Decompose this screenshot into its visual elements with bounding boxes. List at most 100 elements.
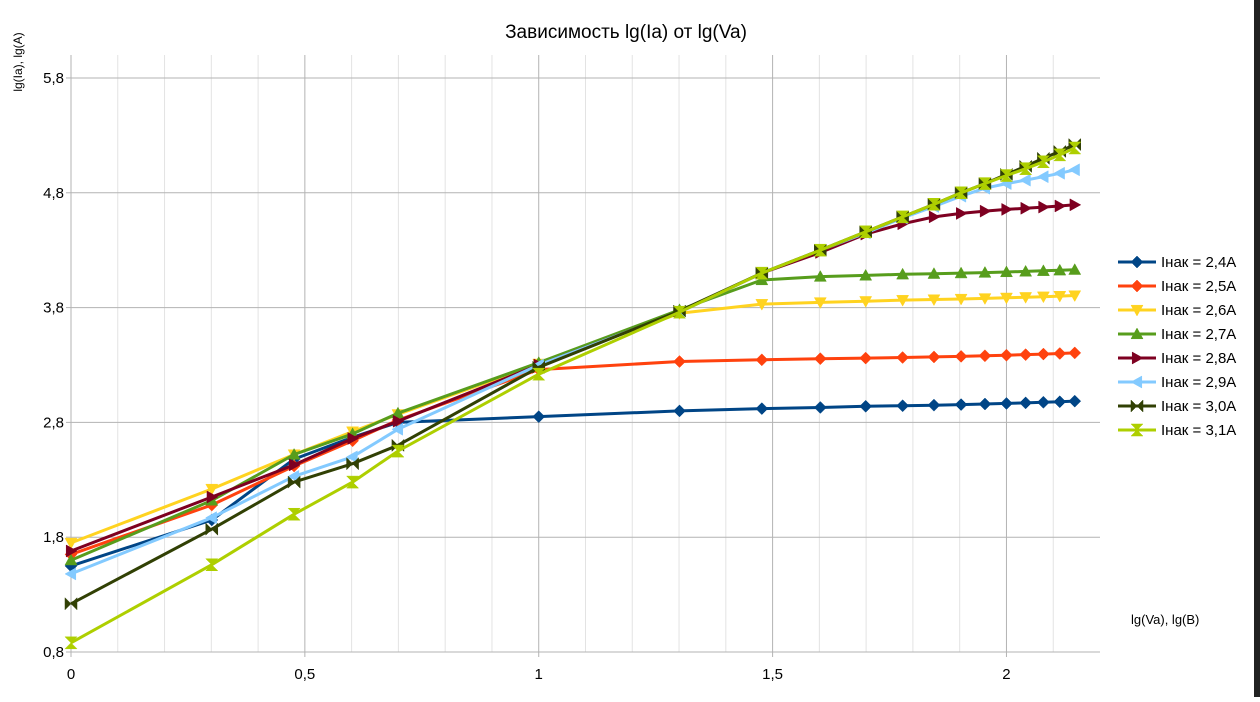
- x-tick-label: 0,5: [294, 666, 315, 683]
- data-point: [859, 351, 873, 365]
- data-point: [1068, 263, 1082, 275]
- legend-marker: [1130, 255, 1144, 269]
- legend-marker: [1130, 399, 1144, 413]
- x-tick-label: 1,5: [762, 666, 783, 683]
- data-point: [1068, 394, 1082, 408]
- data-point: [289, 458, 301, 472]
- data-point: [532, 367, 546, 381]
- legend-label: Iнак = 2,8A: [1161, 350, 1236, 367]
- legend-marker: [1130, 375, 1143, 389]
- legend-item: Iнак = 2,8A: [1118, 350, 1236, 367]
- data-point: [928, 210, 941, 224]
- data-point: [859, 399, 873, 413]
- x-tick-label: 2: [1002, 666, 1010, 683]
- data-point: [979, 204, 992, 218]
- data-point: [755, 402, 769, 415]
- data-point: [755, 299, 769, 311]
- data-point: [673, 404, 686, 418]
- data-point: [1001, 202, 1013, 216]
- data-point: [1000, 348, 1013, 362]
- data-point: [391, 422, 403, 436]
- data-point: [1068, 163, 1080, 177]
- data-point: [978, 293, 992, 305]
- legend-item: Iнак = 2,6A: [1118, 302, 1236, 319]
- data-point: [896, 351, 909, 364]
- series-layer: [64, 137, 1082, 650]
- data-point: [1069, 198, 1082, 212]
- data-point: [1000, 292, 1013, 305]
- data-point: [755, 273, 769, 286]
- data-point: [1000, 265, 1013, 278]
- chart-title: Зависимость lg(Ia) от lg(Va): [505, 22, 747, 43]
- data-point: [896, 399, 909, 413]
- data-point: [346, 450, 358, 464]
- y-tick-label: 3,8: [43, 300, 64, 317]
- data-point: [64, 553, 78, 566]
- data-point: [205, 558, 219, 571]
- data-point: [287, 448, 301, 460]
- data-point: [813, 297, 827, 309]
- legend-item: Iнак = 2,5A: [1118, 278, 1236, 295]
- legend: Iнак = 2,4A Iнак = 2,5A Iнак = 2,6A Iнак = …: [1118, 254, 1236, 439]
- data-point: [1019, 264, 1033, 277]
- x-tick-label: 0: [67, 666, 75, 683]
- data-point: [392, 414, 405, 428]
- data-point: [287, 475, 301, 489]
- data-point: [813, 401, 827, 414]
- data-point: [978, 177, 992, 190]
- data-point: [927, 294, 941, 307]
- data-point: [287, 469, 300, 483]
- data-point: [345, 475, 360, 489]
- y-tick-label: 0,8: [43, 644, 64, 661]
- data-point: [954, 266, 968, 279]
- data-point: [1019, 162, 1033, 175]
- data-point: [1019, 348, 1032, 362]
- data-point: [205, 522, 219, 536]
- legend-marker: [1130, 279, 1144, 293]
- data-point: [1038, 200, 1050, 214]
- series-4: [64, 263, 1082, 566]
- legend-marker: [1130, 327, 1144, 340]
- data-point: [1053, 263, 1067, 276]
- data-point: [954, 186, 968, 200]
- data-point: [1053, 395, 1067, 409]
- data-point: [954, 293, 968, 306]
- data-point: [1000, 397, 1013, 410]
- data-point: [1068, 141, 1082, 155]
- x-tick-label: 1: [535, 666, 543, 683]
- data-point: [755, 266, 769, 280]
- legend-label: Iнак = 2,4A: [1161, 254, 1236, 271]
- data-point: [1036, 155, 1051, 169]
- data-point: [64, 537, 78, 550]
- data-point: [1053, 291, 1067, 303]
- data-point: [346, 457, 359, 471]
- data-point: [1019, 396, 1032, 410]
- data-point: [1019, 292, 1033, 304]
- data-point: [1036, 170, 1049, 184]
- legend-label: Iнак = 2,5A: [1161, 278, 1236, 295]
- data-point: [813, 243, 827, 257]
- data-point: [954, 350, 968, 363]
- data-point: [813, 352, 827, 366]
- data-point: [672, 305, 687, 319]
- data-point: [64, 567, 77, 581]
- data-point: [673, 355, 686, 368]
- data-point: [1037, 395, 1050, 409]
- y-tick-label: 5,8: [43, 70, 64, 87]
- legend-item: Iнак = 2,9A: [1118, 374, 1236, 391]
- data-point: [1037, 347, 1050, 361]
- window-edge: [1254, 0, 1260, 697]
- y-axis-label: lg(Ia), lg(A): [11, 32, 25, 91]
- data-point: [954, 398, 968, 411]
- data-point: [859, 296, 873, 308]
- legend-label: Iнак = 2,6A: [1161, 302, 1236, 319]
- legend-label: Iнак = 3,0A: [1161, 398, 1236, 415]
- legend-marker: [1131, 351, 1144, 365]
- y-tick-label: 1,8: [43, 529, 64, 546]
- data-point: [391, 444, 405, 458]
- data-point: [1068, 346, 1082, 360]
- series-8: [64, 141, 1082, 650]
- data-point: [859, 225, 873, 239]
